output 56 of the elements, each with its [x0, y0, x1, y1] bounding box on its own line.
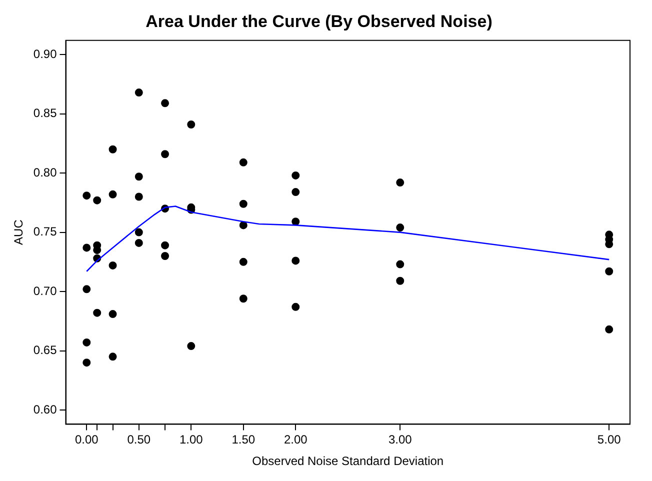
point — [605, 325, 614, 334]
x-tick-label: 1.50 — [232, 432, 256, 447]
y-axis-title: AUC — [12, 219, 26, 245]
point — [292, 302, 300, 311]
y-tick-label: 0.85 — [33, 106, 58, 120]
point — [161, 241, 170, 250]
point — [93, 196, 102, 204]
x-tick-label: 5.00 — [597, 432, 622, 447]
x-tick-label: 2.00 — [284, 432, 308, 447]
point — [82, 285, 91, 294]
point — [108, 352, 117, 361]
point — [187, 342, 196, 350]
point — [134, 228, 143, 236]
point — [292, 256, 300, 265]
x-tick-label: 0.50 — [127, 432, 151, 447]
point — [239, 200, 248, 208]
point — [239, 294, 248, 303]
chart-title: Area Under the Curve (By Observed Noise) — [146, 12, 492, 31]
point — [161, 252, 170, 260]
point — [82, 192, 91, 200]
point — [134, 88, 143, 97]
point — [396, 276, 404, 285]
point — [605, 267, 614, 276]
point — [292, 188, 300, 196]
y-tick-label: 0.65 — [33, 343, 58, 358]
point — [396, 260, 404, 268]
point — [82, 244, 91, 252]
point — [82, 358, 91, 367]
point — [292, 171, 300, 180]
y-tick-label: 0.80 — [33, 165, 58, 180]
point — [396, 224, 404, 232]
y-tick-label: 0.70 — [33, 284, 58, 298]
point — [161, 150, 170, 158]
point — [161, 99, 170, 108]
point — [108, 261, 117, 270]
point — [239, 158, 248, 166]
y-tick-label: 0.90 — [33, 46, 58, 61]
point — [134, 238, 143, 247]
x-tick-label: 0.00 — [74, 432, 99, 447]
point — [239, 258, 248, 266]
x-tick-label: 3.00 — [388, 432, 412, 447]
point — [187, 120, 196, 129]
x-tick-label: 1.00 — [179, 432, 204, 447]
point — [93, 308, 102, 317]
point — [134, 192, 143, 201]
point — [82, 338, 91, 346]
y-tick-label: 0.60 — [33, 402, 58, 416]
point — [292, 218, 300, 226]
point — [108, 145, 117, 154]
point — [396, 178, 404, 187]
point — [134, 172, 143, 181]
y-tick-label: 0.75 — [33, 224, 58, 239]
point — [239, 221, 248, 230]
point — [108, 310, 117, 318]
x-axis-title: Observed Noise Standard Deviation — [252, 454, 444, 468]
point — [108, 190, 117, 198]
